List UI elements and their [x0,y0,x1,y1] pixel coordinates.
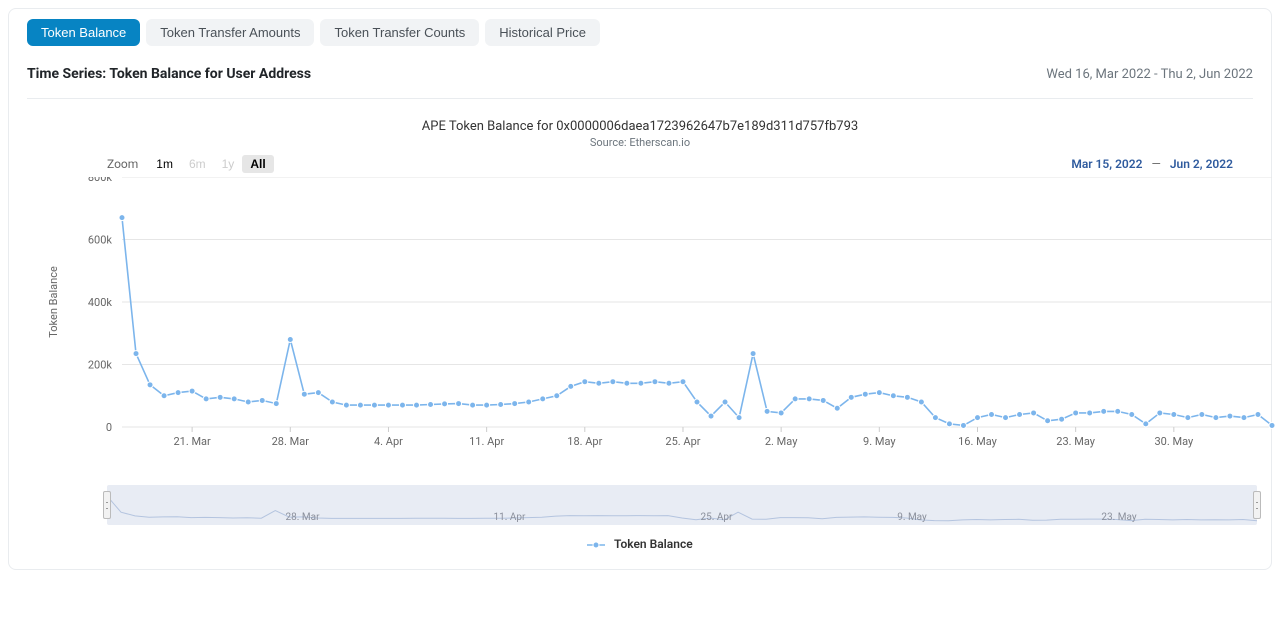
series-title: Time Series: Token Balance for User Addr… [27,66,311,82]
navigator[interactable]: 28. Mar 11. Apr 25. Apr 9. May 23. May [107,485,1257,525]
svg-text:18. Apr: 18. Apr [567,435,602,448]
svg-text:200k: 200k [88,359,113,372]
tab-token-transfer-counts[interactable]: Token Transfer Counts [320,19,479,46]
zoom-to[interactable]: Jun 2, 2022 [1170,157,1233,171]
legend-marker-icon [587,540,605,550]
svg-text:600k: 600k [88,234,113,247]
chart-title: APE Token Balance for 0x0000006daea17239… [27,119,1253,134]
tab-token-transfer-amounts[interactable]: Token Transfer Amounts [146,19,314,46]
svg-text:800k: 800k [88,177,113,184]
svg-text:0: 0 [106,421,112,434]
zoom-6m: 6m [181,155,214,173]
zoom-all[interactable]: All [242,155,273,173]
legend: Token Balance [27,537,1253,551]
svg-text:11. Apr: 11. Apr [469,435,504,448]
header-date-range: Wed 16, Mar 2022 - Thu 2, Jun 2022 [1046,67,1253,82]
navigator-tick: 25. Apr [701,512,733,523]
tab-bar: Token BalanceToken Transfer AmountsToken… [27,19,1253,46]
chart-area: 0 200k 400k 600k 800k Token Balance 21. Mar 28.… [27,177,1253,467]
navigator-wrap: 28. Mar 11. Apr 25. Apr 9. May 23. May [107,485,1257,525]
line-chart: 0 200k 400k 600k 800k Token Balance 21. Mar 28.… [27,177,1277,467]
svg-text:4. Apr: 4. Apr [374,435,403,448]
svg-text:28. Mar: 28. Mar [272,435,310,448]
navigator-tick: 23. May [1101,512,1136,523]
svg-text:400k: 400k [88,296,113,309]
navigator-tick: 11. Apr [494,512,526,523]
legend-label[interactable]: Token Balance [614,537,693,551]
svg-text:2. May: 2. May [765,435,798,448]
navigator-handle-left[interactable] [103,491,111,519]
svg-text:21. Mar: 21. Mar [173,435,211,448]
header-row: Time Series: Token Balance for User Addr… [27,66,1253,99]
zoom-date-range: Mar 15, 2022 — Jun 2, 2022 [1071,157,1233,171]
tab-historical-price[interactable]: Historical Price [485,19,600,46]
navigator-tick: 28. Mar [286,512,320,523]
tab-token-balance[interactable]: Token Balance [27,19,140,46]
svg-text:23. May: 23. May [1056,435,1095,448]
navigator-sparkline [107,485,1257,525]
svg-text:30. May: 30. May [1154,435,1193,448]
svg-text:9. May: 9. May [863,435,896,448]
zoom-label: Zoom [107,157,138,171]
chart-source: Source: Etherscan.io [27,136,1253,149]
zoom-dash: — [1151,157,1160,171]
card: Token BalanceToken Transfer AmountsToken… [8,8,1272,570]
zoom-controls: Zoom 1m6m1yAll [107,155,274,173]
y-axis-label: Token Balance [47,266,60,338]
navigator-handle-right[interactable] [1253,491,1261,519]
zoom-1m[interactable]: 1m [148,155,181,173]
chart-meta: APE Token Balance for 0x0000006daea17239… [27,119,1253,149]
zoom-1y: 1y [214,155,243,173]
navigator-tick: 9. May [897,512,927,523]
zoom-row: Zoom 1m6m1yAll Mar 15, 2022 — Jun 2, 202… [27,155,1253,173]
svg-text:25. Apr: 25. Apr [665,435,700,448]
svg-text:16. May: 16. May [958,435,997,448]
zoom-from[interactable]: Mar 15, 2022 [1071,157,1142,171]
